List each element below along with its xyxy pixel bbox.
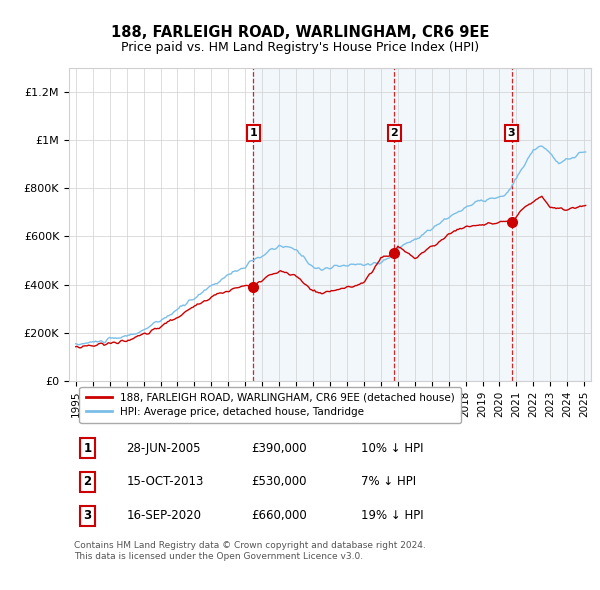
Text: 7% ↓ HPI: 7% ↓ HPI <box>361 476 416 489</box>
Text: 2: 2 <box>83 476 91 489</box>
Text: Price paid vs. HM Land Registry's House Price Index (HPI): Price paid vs. HM Land Registry's House … <box>121 41 479 54</box>
Text: £660,000: £660,000 <box>252 509 307 522</box>
Text: 10% ↓ HPI: 10% ↓ HPI <box>361 441 424 454</box>
Text: 1: 1 <box>250 128 257 138</box>
Bar <box>253 68 593 381</box>
Text: 19% ↓ HPI: 19% ↓ HPI <box>361 509 424 522</box>
Text: 3: 3 <box>83 509 91 522</box>
Text: 28-JUN-2005: 28-JUN-2005 <box>127 441 201 454</box>
Text: Contains HM Land Registry data © Crown copyright and database right 2024.
This d: Contains HM Land Registry data © Crown c… <box>74 542 426 560</box>
Legend: 188, FARLEIGH ROAD, WARLINGHAM, CR6 9EE (detached house), HPI: Average price, de: 188, FARLEIGH ROAD, WARLINGHAM, CR6 9EE … <box>79 386 461 423</box>
Text: 2: 2 <box>391 128 398 138</box>
Text: 3: 3 <box>508 128 515 138</box>
Text: 16-SEP-2020: 16-SEP-2020 <box>127 509 202 522</box>
Text: £390,000: £390,000 <box>252 441 307 454</box>
Text: £530,000: £530,000 <box>252 476 307 489</box>
Text: 1: 1 <box>83 441 91 454</box>
Text: 188, FARLEIGH ROAD, WARLINGHAM, CR6 9EE: 188, FARLEIGH ROAD, WARLINGHAM, CR6 9EE <box>111 25 489 40</box>
Text: 15-OCT-2013: 15-OCT-2013 <box>127 476 204 489</box>
